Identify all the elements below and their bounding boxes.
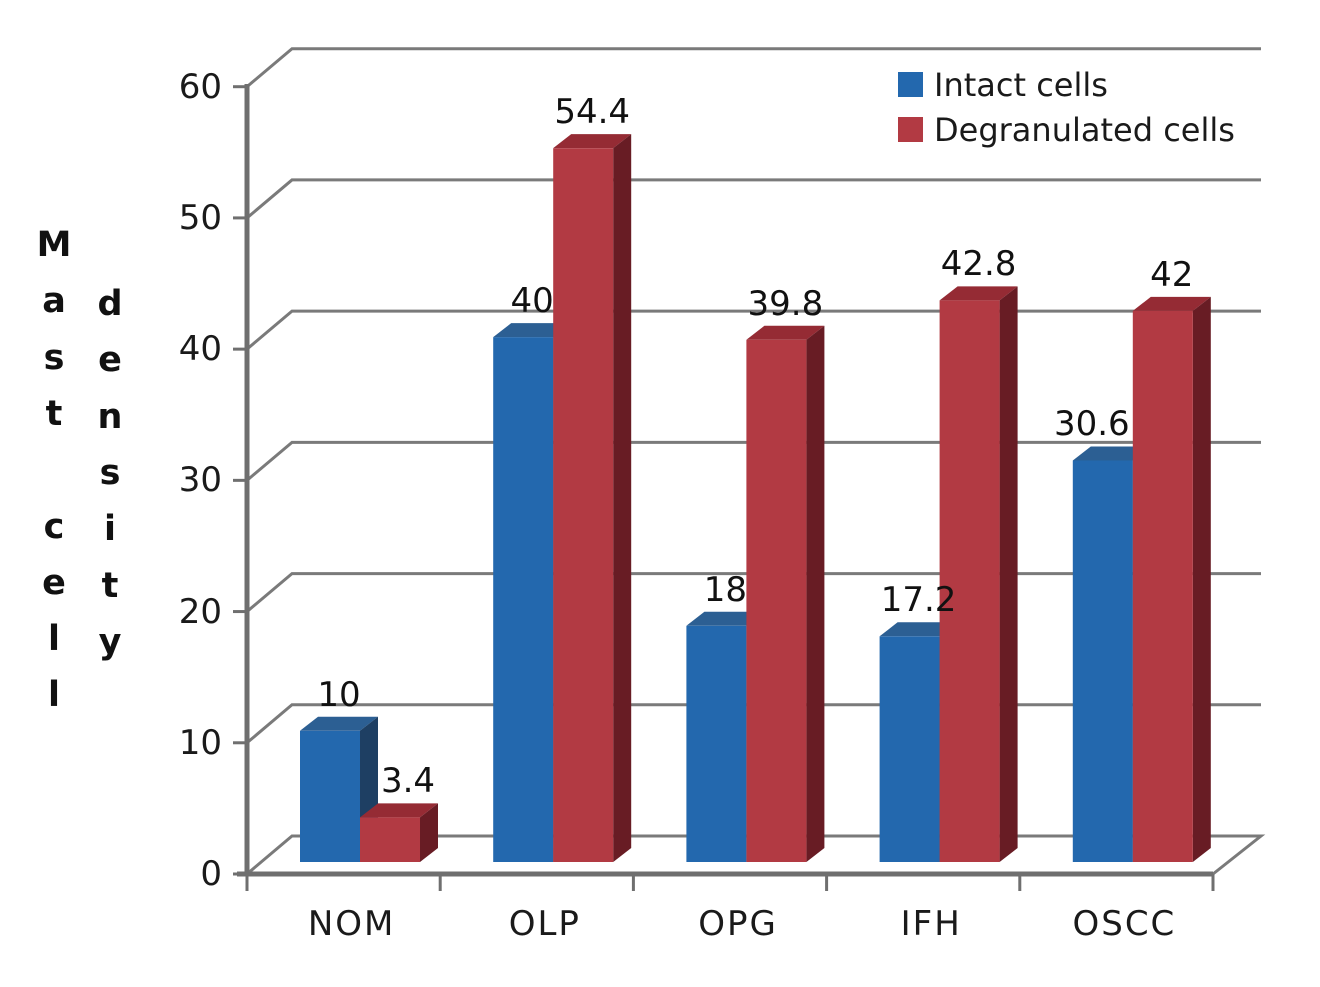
bar-degranulated-cells-opg-side (806, 325, 825, 862)
bar-degranulated-cells-nom-top (360, 803, 438, 818)
bar-degranulated-cells-oscc-top (1132, 296, 1211, 311)
bar-intact-cells-ifh-front (879, 636, 940, 862)
bar-degranulated-cells-ifh-top (939, 286, 1018, 301)
bar-degranulated-cells-olp-top (553, 134, 632, 149)
bar-intact-cells-ifh-top (879, 622, 958, 637)
bar-degranulated-cells-nom-front (360, 817, 420, 862)
bar-intact-cells-opg-top (686, 611, 765, 626)
bar-degranulated-cells-olp-front (553, 148, 614, 862)
bar-intact-cells-oscc-front (1072, 460, 1133, 862)
legend-swatch-degranulated-cells (898, 117, 923, 142)
bar-degranulated-cells-opg-top (746, 325, 825, 340)
bar-intact-cells-nom-top (300, 716, 378, 731)
gridline-50 (246, 178, 1261, 220)
bar-intact-cells-nom-front (300, 730, 360, 862)
legend-label-intact-cells: Intact cells (934, 65, 1108, 104)
legend-swatch-intact-cells (898, 72, 923, 97)
bar-intact-cells-olp-front (493, 337, 554, 863)
legend-label-degranulated-cells: Degranulated cells (934, 110, 1235, 149)
bar-intact-cells-oscc-top (1072, 446, 1151, 461)
bar-degranulated-cells-olp-side (613, 134, 632, 862)
bar-degranulated-cells-nom-side (420, 803, 438, 862)
gridline-30 (246, 440, 1261, 482)
legend-item-intact-cells: Intact cells (898, 62, 1235, 107)
bar-degranulated-cells-ifh-side (999, 286, 1018, 862)
bar-intact-cells-opg-front (686, 625, 747, 862)
gridline-20 (246, 572, 1261, 613)
bar-degranulated-cells-oscc-front (1132, 310, 1193, 862)
bar-degranulated-cells-ifh-front (939, 300, 1000, 862)
gridline-40 (246, 309, 1261, 351)
legend: Intact cells Degranulated cells (898, 62, 1235, 152)
bar-degranulated-cells-oscc-side (1192, 296, 1211, 862)
gridline-60 (246, 47, 1261, 88)
bar-intact-cells-olp-top (493, 323, 572, 338)
legend-item-degranulated-cells: Degranulated cells (898, 107, 1235, 152)
bar-degranulated-cells-opg-front (746, 339, 807, 862)
